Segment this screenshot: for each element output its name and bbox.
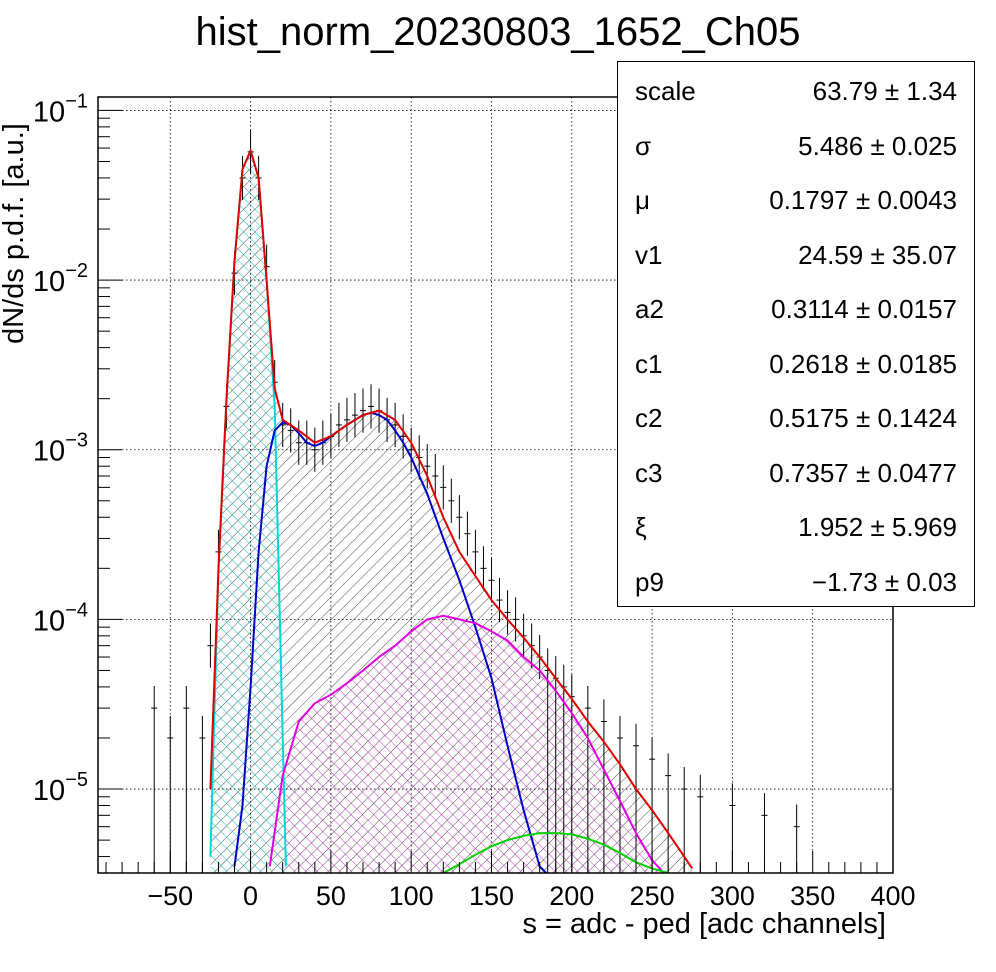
- stats-row: σ 5.486 ± 0.025: [618, 117, 974, 171]
- cyan-fill: [210, 150, 286, 873]
- stats-row: ξ 1.952 ± 5.969: [618, 498, 974, 552]
- x-tick-label: 200: [549, 881, 594, 911]
- y-tick-label: 10−3: [33, 430, 88, 468]
- y-tick-label: 10−1: [33, 90, 88, 128]
- stats-row: v1 24.59 ± 35.07: [618, 226, 974, 280]
- double-pe-curve: [268, 614, 663, 872]
- y-tick-label: 10−5: [33, 769, 88, 807]
- x-tick-label: 50: [316, 881, 346, 911]
- stats-row: a2 0.3114 ± 0.0157: [618, 280, 974, 334]
- x-tick-label: 150: [469, 881, 514, 911]
- y-tick-label: 10−4: [33, 599, 88, 637]
- fit-curves: [209, 147, 694, 873]
- stats-param-value: 24.59 ± 35.07: [798, 239, 957, 270]
- stats-param-name: a2: [635, 294, 664, 324]
- stats-param-value: 0.5175 ± 0.1424: [769, 403, 957, 433]
- stats-param-value: 0.3114 ± 0.0157: [771, 294, 957, 324]
- stats-row: c2 0.5175 ± 0.1424: [618, 389, 974, 443]
- x-tick-label: 100: [389, 881, 434, 911]
- stats-box: scale 63.79 ± 1.34 σ 5.486 ± 0.025 μ 0.1797 ±…: [617, 61, 975, 607]
- x-tick-label: −50: [147, 881, 193, 911]
- stats-row: p9 −1.73 ± 0.03: [618, 553, 974, 607]
- stats-param-name: v1: [635, 239, 663, 270]
- y-tick-label: 10−2: [33, 260, 88, 298]
- stats-param-value: −1.73 ± 0.03: [811, 566, 957, 597]
- y-axis-label: dN/ds p.d.f. [a.u.]: [0, 123, 30, 344]
- stats-row: c3 0.7357 ± 0.0477: [618, 444, 974, 498]
- stats-param-value: 5.486 ± 0.025: [798, 130, 957, 161]
- stats-row: μ 0.1797 ± 0.0043: [618, 171, 974, 225]
- stats-row: scale 63.79 ± 1.34: [618, 62, 974, 116]
- x-tick-label: 250: [630, 881, 675, 911]
- x-tick-label: 350: [790, 881, 835, 911]
- stats-param-value: 0.1797 ± 0.0043: [769, 185, 957, 215]
- stats-param-name: ξ: [635, 512, 647, 542]
- stats-param-name: p9: [635, 566, 664, 597]
- stats-param-name: σ: [635, 130, 652, 161]
- stats-row: c1 0.2618 ± 0.0185: [618, 335, 974, 389]
- triple-pe-curve: [442, 832, 669, 873]
- stats-param-name: c1: [635, 348, 663, 379]
- x-tick-label: 400: [870, 881, 915, 911]
- stats-param-value: 0.7357 ± 0.0477: [769, 457, 957, 488]
- x-tick-label: 300: [710, 881, 755, 911]
- stats-param-value: 0.2618 ± 0.0185: [769, 348, 957, 379]
- stats-param-value: 1.952 ± 5.969: [798, 512, 957, 542]
- stats-param-name: scale: [635, 76, 696, 106]
- stats-param-value: 63.79 ± 1.34: [812, 76, 957, 106]
- stats-param-name: c3: [635, 457, 663, 488]
- axis-ticks: −50 0 50 100 150 200 250 300 350 400 10−1 10−2 10−3 1…: [33, 90, 916, 911]
- x-axis-label: s = adc - ped [adc channels]: [522, 908, 886, 940]
- x-tick-label: 0: [243, 881, 258, 911]
- total-fit-curve: [209, 147, 694, 870]
- stats-param-name: μ: [635, 185, 650, 215]
- chart-title: hist_norm_20230803_1652_Ch05: [195, 10, 801, 54]
- total-fill: [210, 150, 693, 873]
- stats-param-name: c2: [635, 403, 663, 433]
